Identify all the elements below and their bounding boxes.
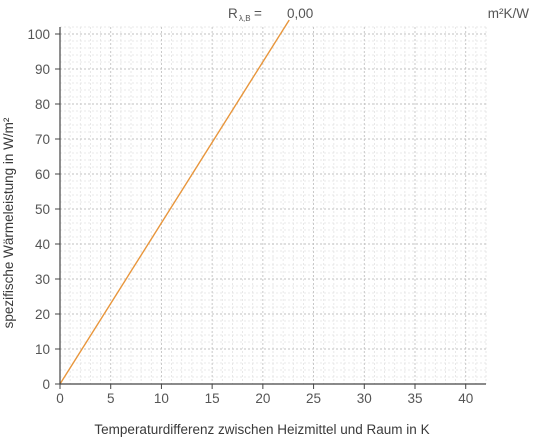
major-grid: [60, 27, 486, 384]
y-tick-label: 90: [35, 62, 50, 77]
annotation-equals: =: [254, 6, 262, 21]
x-tick-label: 25: [306, 391, 321, 406]
tick-labels: 0 5 10 15 20 25 30 35 40 0 10 20 30 40 50 60 70 80 90 100: [27, 27, 473, 406]
y-tick-label: 50: [35, 202, 50, 217]
y-tick-label: 60: [35, 167, 50, 182]
y-tick-label: 70: [35, 132, 50, 147]
axes: [55, 27, 486, 389]
x-axis-label: Temperaturdifferenz zwischen Heizmittel …: [94, 422, 429, 437]
annotation-unit: m²K/W: [488, 6, 529, 21]
y-tick-label: 30: [35, 272, 50, 287]
x-tick-label: 30: [357, 391, 372, 406]
y-tick-label: 40: [35, 237, 50, 252]
x-tick-label: 40: [458, 391, 473, 406]
annotation-value: 0,00: [287, 6, 313, 21]
x-tick-label: 20: [255, 391, 270, 406]
resistance-annotation: R λ,B = 0,00 m²K/W: [228, 6, 529, 23]
x-tick-label: 5: [107, 391, 115, 406]
series-line-1: [59, 19, 290, 385]
x-tick-label: 15: [205, 391, 220, 406]
annotation-subscript: λ,B: [239, 14, 251, 23]
x-tick-label: 0: [56, 391, 64, 406]
x-tick-label: 10: [154, 391, 169, 406]
x-tick-label: 35: [407, 391, 422, 406]
minor-grid: [60, 26, 487, 384]
y-tick-label: 0: [42, 377, 50, 392]
annotation-symbol: R: [228, 6, 238, 21]
y-axis-label: spezifische Wärmeleistung in W/m²: [1, 117, 16, 328]
y-tick-label: 80: [35, 97, 50, 112]
y-tick-label: 100: [27, 27, 50, 42]
y-tick-label: 20: [35, 307, 50, 322]
y-tick-label: 10: [35, 342, 50, 357]
series-layer: [59, 19, 290, 385]
